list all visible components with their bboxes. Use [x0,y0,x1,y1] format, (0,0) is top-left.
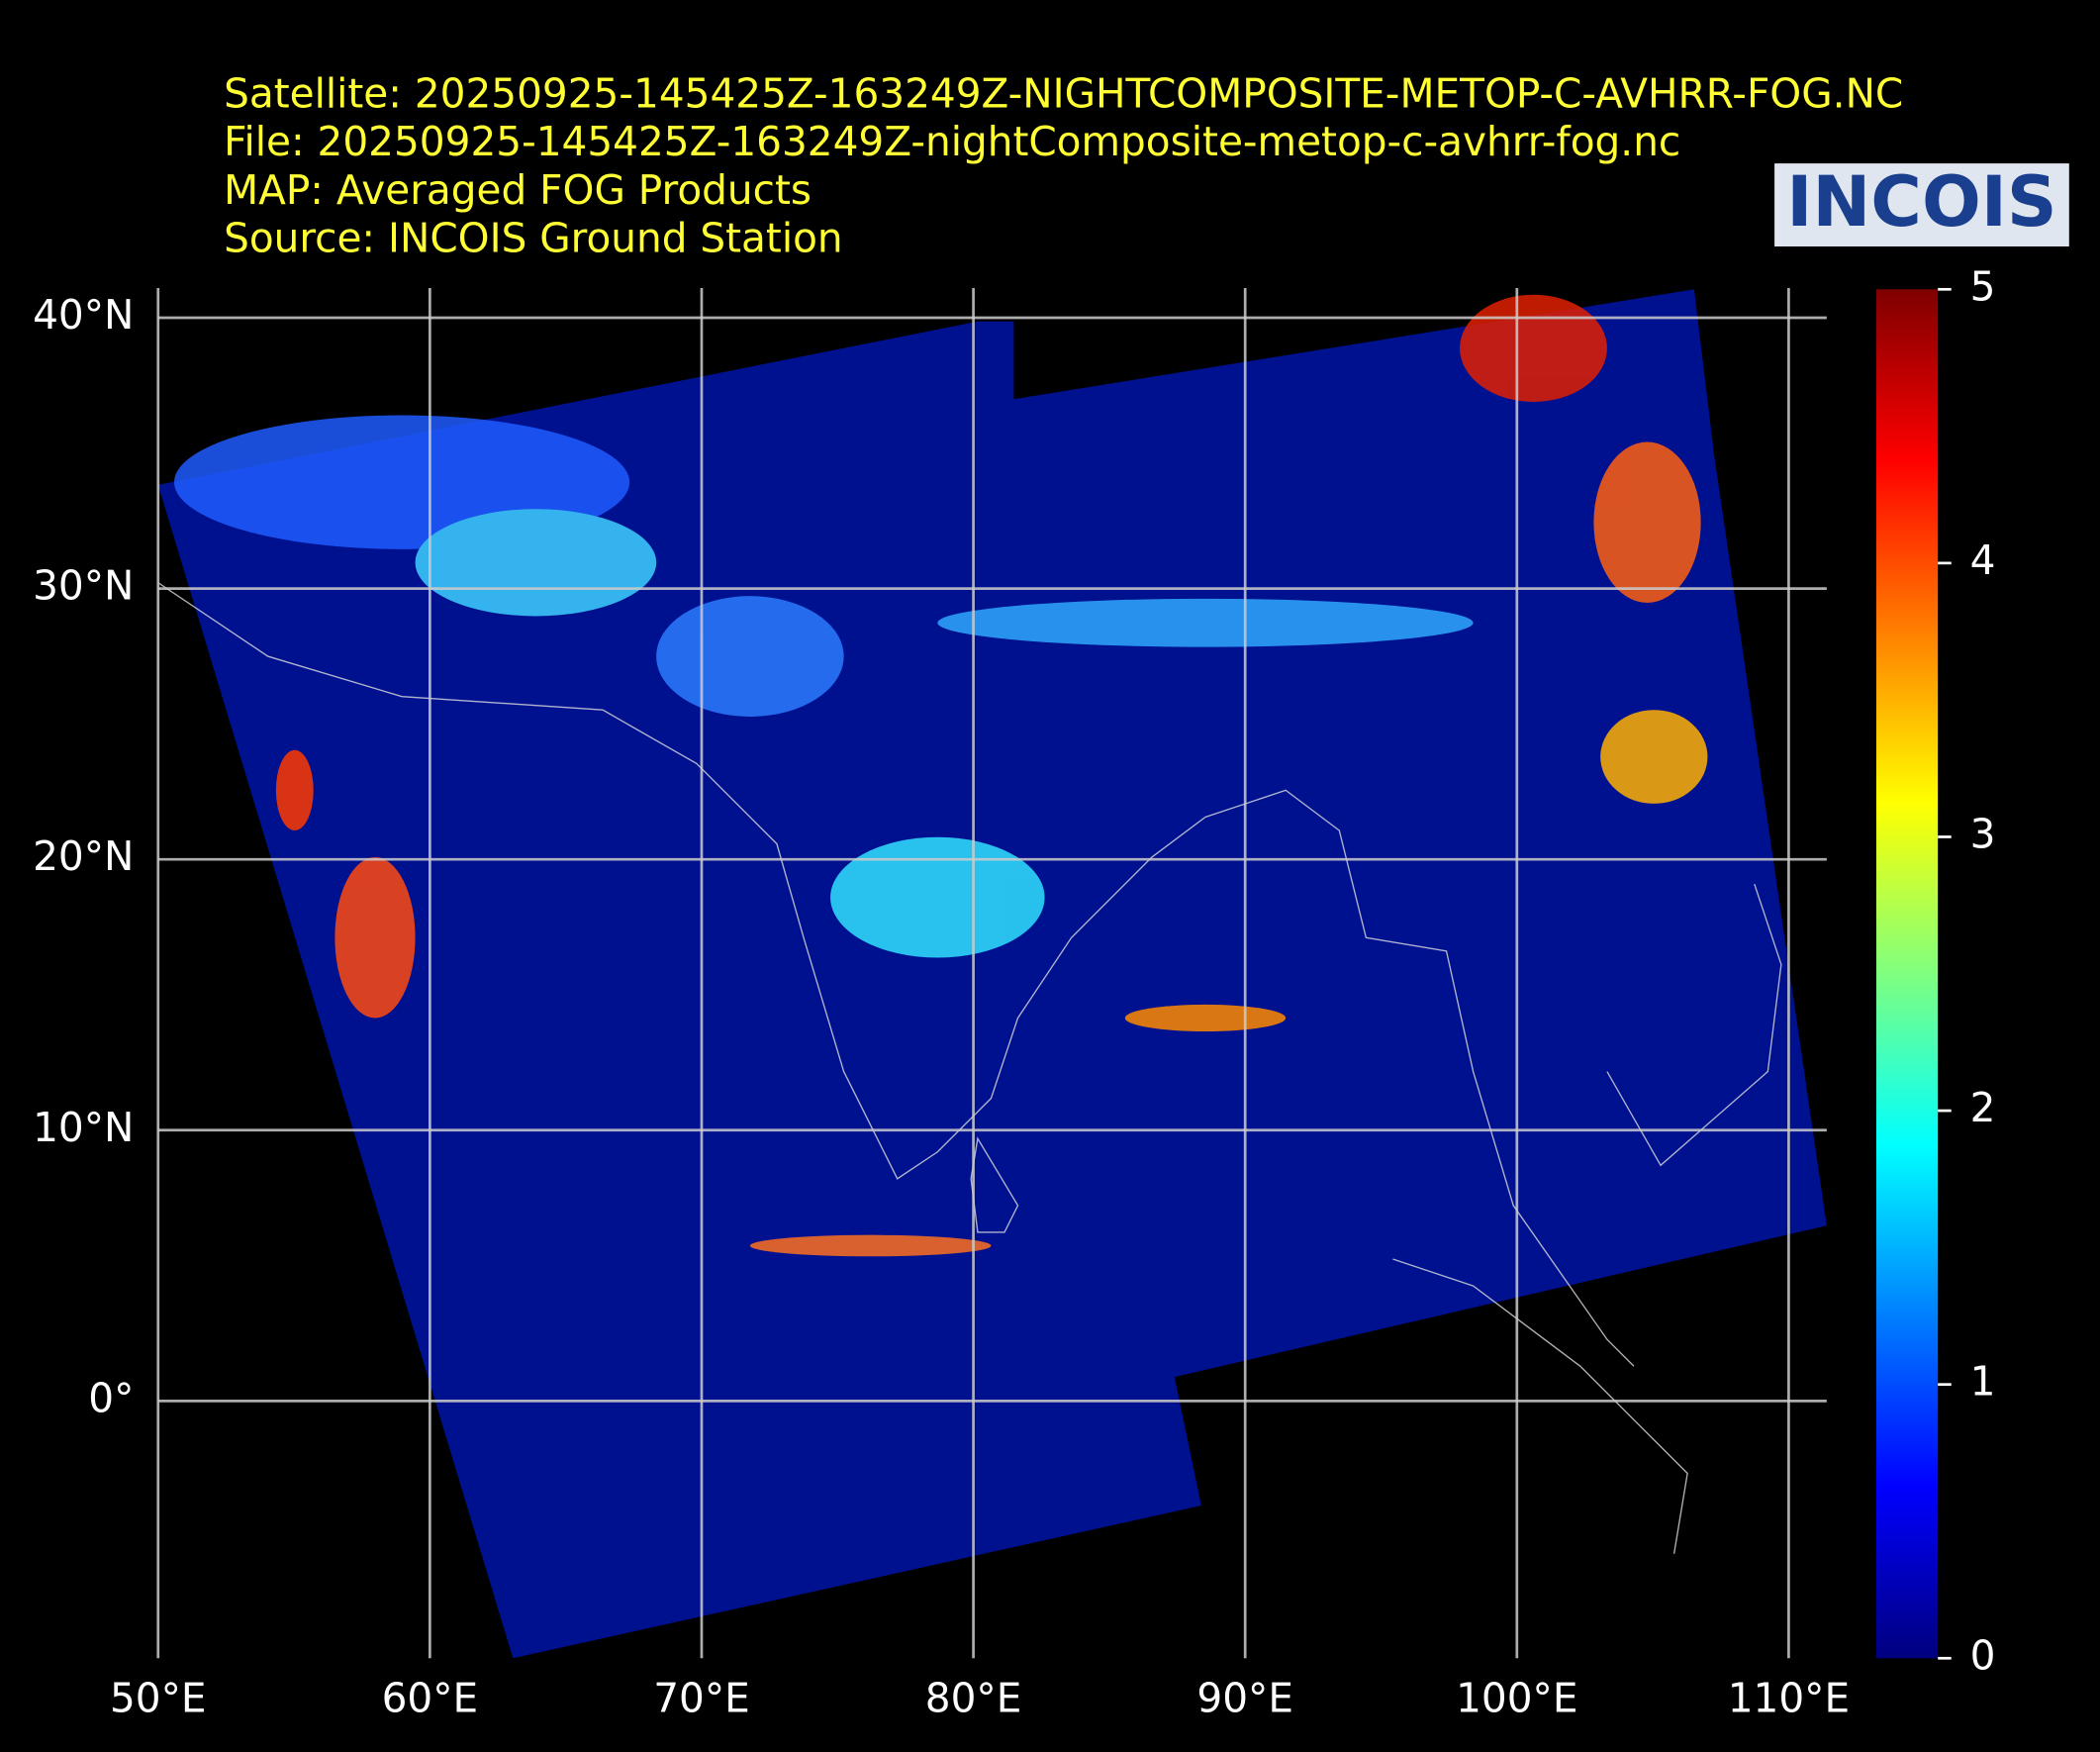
y-tick-label: 0° [88,1374,134,1421]
y-tick-label: 30°N [33,562,134,610]
colorbar-tick-label: 5 [1970,262,1996,310]
x-tick-label: 110°E [1728,1675,1850,1722]
x-tick-label: 100°E [1456,1675,1577,1722]
colorbar-tick-label: 1 [1970,1358,1996,1406]
logo-box [1774,163,2069,246]
header-line: File: 20250925-145425Z-163249Z-nightComp… [224,118,1680,165]
y-tick-label: 20°N [33,832,134,880]
y-tick-label: 40°N [33,291,134,339]
grid [156,287,1827,1659]
colorbar-tick-label: 0 [1970,1631,1996,1679]
x-tick-label: 50°E [110,1675,207,1722]
header-line: MAP: Averaged FOG Products [224,166,811,214]
x-tick-label: 60°E [382,1675,479,1722]
logo: INCOIS [1786,161,2056,243]
x-tick-label: 70°E [653,1675,750,1722]
x-tick-label: 80°E [925,1675,1022,1722]
map [157,289,1827,1659]
colorbar [1875,289,1939,1659]
colorbar-tick-label: 4 [1970,536,1996,584]
header-line: Source: INCOIS Ground Station [224,215,843,262]
fog-features [174,294,1708,1257]
colorbar-tick-label: 2 [1970,1084,1996,1131]
colorbar-tick-label: 3 [1970,810,1996,857]
header-line: Satellite: 20250925-145425Z-163249Z-NIGH… [224,69,1903,117]
x-tick-label: 90°E [1196,1675,1293,1722]
y-tick-label: 10°N [33,1104,134,1151]
